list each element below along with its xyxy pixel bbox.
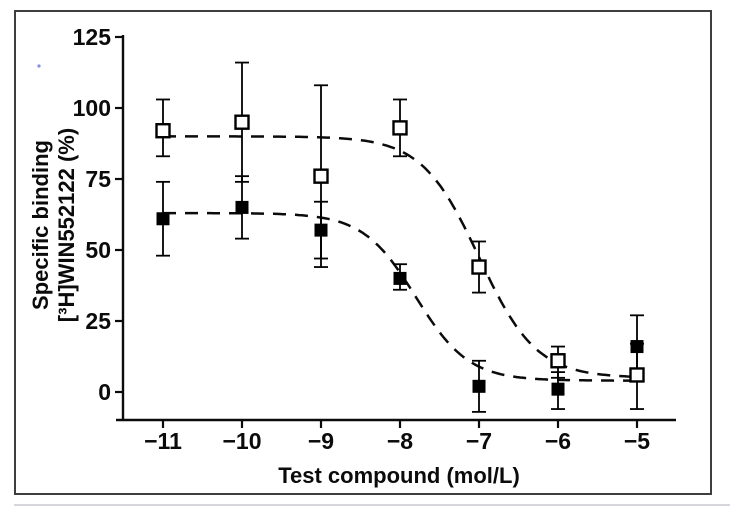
marker-open-square	[471, 259, 487, 275]
x-tick-label: −11	[144, 428, 182, 454]
tick-labels-layer: −11 −10 −9 −8 −7 −6 −5 0 25 50 75 100 125	[73, 24, 651, 454]
marker-filled-square	[156, 212, 170, 226]
fit-curve-open-squares	[163, 135, 638, 379]
error-bars-layer	[156, 61, 644, 413]
x-tick-label: −7	[466, 428, 492, 454]
axes-layer	[115, 35, 676, 428]
y-tick-label: 125	[73, 24, 112, 50]
y-tick-label: 0	[98, 379, 111, 405]
marker-open-square	[392, 120, 408, 136]
marker-filled-square	[235, 200, 249, 214]
marker-filled-square	[314, 223, 328, 237]
x-tick-label: −9	[308, 428, 334, 454]
x-axis-title: Test compound (mol/L)	[278, 463, 520, 488]
x-tick-label: −6	[545, 428, 571, 454]
fit-curve-filled-squares	[163, 211, 637, 382]
marker-filled-square	[393, 271, 407, 285]
marker-open-square	[234, 114, 250, 130]
x-tick-label: −8	[387, 428, 413, 454]
y-axis-title-line1: Specific binding	[28, 140, 53, 310]
marker-open-square	[155, 123, 171, 139]
x-tick-label: −5	[624, 428, 650, 454]
y-tick-label: 50	[85, 237, 111, 263]
y-axis-title-line2: [³H]WIN552122 (%)	[54, 128, 79, 322]
y-tick-label: 25	[85, 308, 111, 334]
figure-border	[14, 10, 712, 495]
marker-filled-square	[551, 382, 565, 396]
y-tick-label: 75	[85, 166, 111, 192]
marker-filled-square	[630, 340, 644, 354]
artifact-dot	[37, 64, 41, 68]
x-tick-label: −10	[222, 428, 261, 454]
marker-filled-square	[472, 379, 486, 393]
y-tick-label: 100	[73, 95, 111, 121]
marker-open-square	[629, 367, 645, 383]
marker-open-square	[550, 353, 566, 369]
data-markers-layer	[155, 114, 645, 396]
fit-curves-layer	[163, 135, 638, 382]
marker-open-square	[313, 168, 329, 184]
